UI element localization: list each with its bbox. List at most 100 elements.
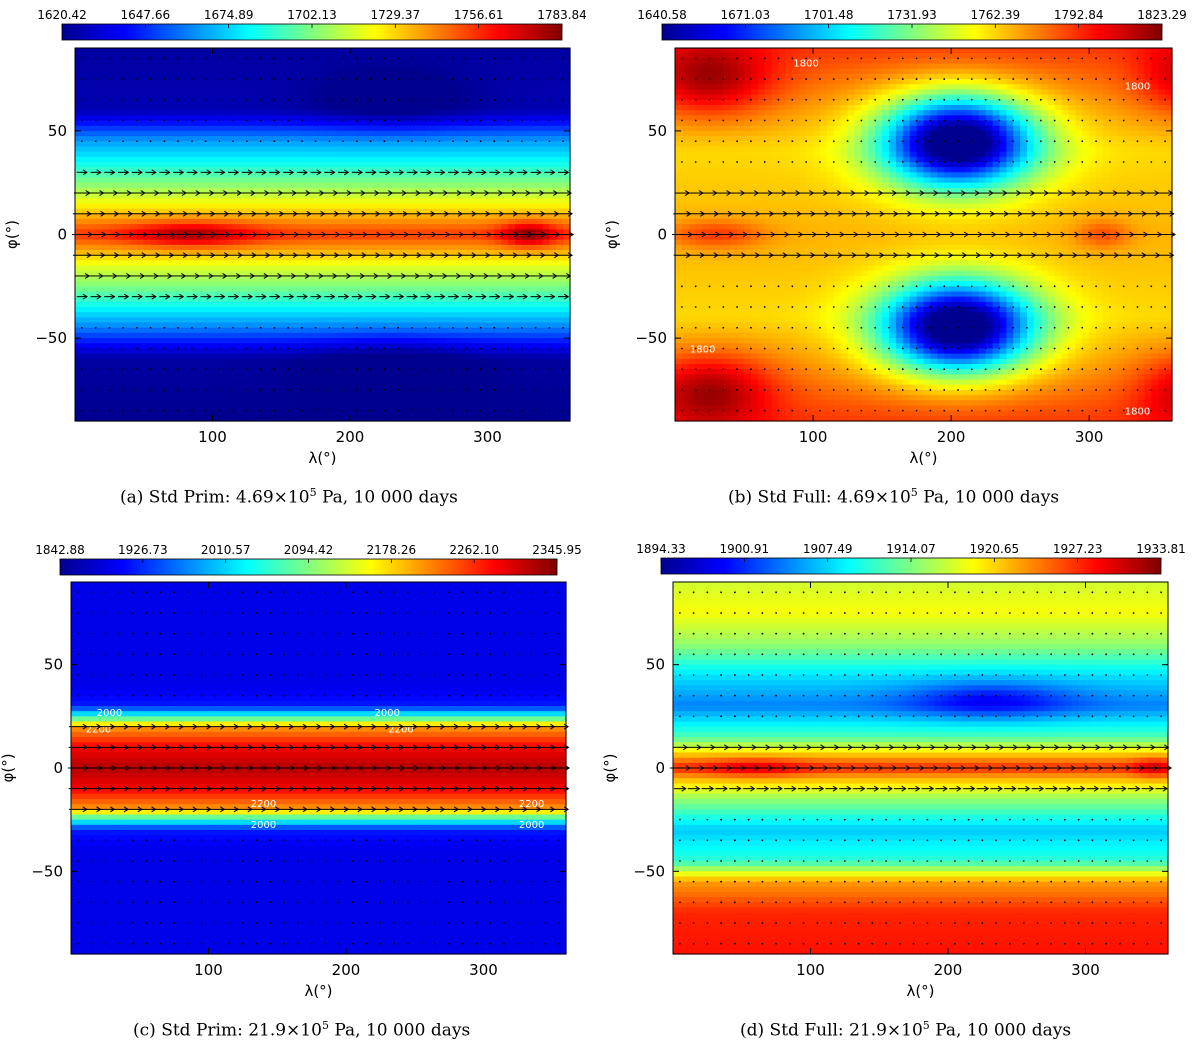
heatmap-cell [253,48,262,54]
heatmap-cell [535,281,544,287]
heatmap-cell [377,203,385,210]
heatmap-cell [480,327,489,334]
heatmap-cell [391,358,399,365]
heatmap-cell [136,374,145,381]
heatmap-cell [171,374,179,381]
heatmap-cell [95,172,104,179]
heatmap-cell [521,338,530,344]
heatmap-cell [164,307,172,313]
heatmap-cell [143,146,152,153]
heatmap-cell [384,187,392,194]
heatmap-cell [370,358,379,365]
heatmap-cell [233,99,241,106]
heatmap-cell [405,224,413,230]
heatmap-cell [95,244,104,251]
heatmap-cell [528,265,537,272]
heatmap-cell [432,338,440,344]
heatmap-cell [494,296,502,303]
heatmap-cell [191,312,200,318]
heatmap-cell [343,99,351,106]
heatmap-cell [453,182,461,189]
heatmap-cell [521,151,530,158]
heatmap-cell [281,312,289,318]
heatmap-cell [157,338,165,344]
heatmap-cell [356,120,365,127]
heatmap-cell [246,400,255,407]
heatmap-cell [178,156,186,163]
heatmap-cell [356,395,365,401]
heatmap-cell [88,307,97,313]
heatmap-cell [432,58,440,65]
heatmap-cell [136,63,145,70]
heatmap-cell [281,167,289,173]
heatmap-cell [460,234,468,241]
heatmap-cell [274,182,282,189]
heatmap-cell [281,286,289,293]
heatmap-cell [515,358,523,365]
heatmap-cell [116,270,124,277]
heatmap-cell [191,229,200,236]
heatmap-cell [363,260,372,267]
heatmap-cell [143,270,152,277]
heatmap-cell [295,229,303,236]
heatmap-cell [143,260,152,267]
heatmap-cell [480,239,489,246]
heatmap-cell [528,63,537,70]
heatmap-cell [398,218,406,225]
heatmap-cell [308,73,317,80]
heatmap-cell [109,327,117,334]
heatmap-cell [515,239,523,246]
heatmap-cell [363,177,372,184]
heatmap-cell [233,389,241,396]
heatmap-cell [102,358,110,365]
heatmap-cell [542,177,550,184]
heatmap-cell [171,198,179,205]
heatmap-cell [281,369,289,375]
heatmap-cell [81,379,90,386]
heatmap-cell [418,255,427,261]
heatmap-cell [501,275,509,282]
heatmap-cell [75,177,83,184]
heatmap-cell [102,218,110,225]
heatmap-cell [480,348,489,355]
heatmap-cell [123,58,131,65]
heatmap-cell [501,136,509,142]
heatmap-cell [308,58,317,65]
heatmap-cell [288,281,296,287]
heatmap-cell [75,358,83,365]
heatmap-cell [453,115,461,122]
heatmap-cell [233,130,241,137]
heatmap-cell [356,348,365,355]
heatmap-cell [508,125,516,132]
heatmap-cell [563,400,571,407]
heatmap-cell [240,58,248,65]
heatmap-cell [466,322,475,329]
heatmap-cell [260,395,269,401]
heatmap-cell [295,395,303,401]
heatmap-cell [405,389,413,396]
heatmap-cell [233,384,241,391]
heatmap-cell [446,395,454,401]
heatmap-cell [398,307,406,313]
heatmap-cell [205,286,214,293]
heatmap-cell [549,146,557,153]
heatmap-cell [432,89,440,96]
heatmap-cell [466,224,475,230]
heatmap-cell [466,63,475,70]
heatmap-cell [164,322,172,329]
heatmap-cell [418,338,427,344]
heatmap-cell [81,374,90,381]
heatmap-cell [453,208,461,215]
heatmap-cell [446,369,454,375]
heatmap-cell [88,338,97,344]
heatmap-cell [542,141,550,148]
heatmap-cell [432,307,440,313]
heatmap-cell [308,177,317,184]
heatmap-cell [109,99,117,106]
heatmap-cell [343,156,351,163]
heatmap-cell [446,275,454,282]
heatmap-cell [329,99,337,106]
heatmap-cell [143,286,152,293]
heatmap-cell [136,218,145,225]
heatmap-cell [109,203,117,210]
